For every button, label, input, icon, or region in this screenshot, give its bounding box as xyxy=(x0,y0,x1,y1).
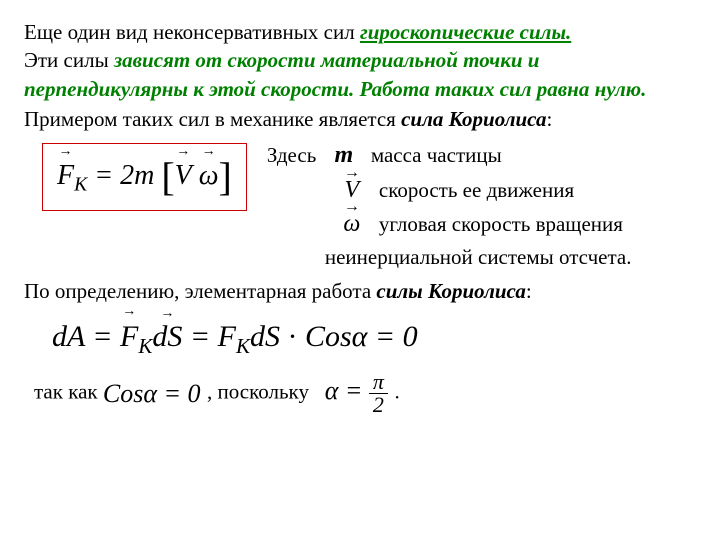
sym-F: F xyxy=(57,160,74,191)
defs-frame: неинерциальной системы отсчета. xyxy=(325,243,632,271)
eq-F2-sub: K xyxy=(236,334,250,358)
intro-line-1: Еще один вид неконсервативных сил гироск… xyxy=(24,18,696,46)
final-since: так как xyxy=(34,379,98,403)
final-cos: Cos xyxy=(103,379,143,408)
intro-3-bold: сила Кориолиса xyxy=(401,107,546,131)
eq-zero: 0 xyxy=(403,320,418,353)
sym-omega: ω xyxy=(199,160,219,191)
eq-dS2: dS xyxy=(250,320,280,353)
defs-V-desc: скорость ее движения xyxy=(379,176,574,204)
definitions: Здесь m масса частицы →V скорость ее дви… xyxy=(267,137,632,271)
work-prefix: По определению, элементарная работа xyxy=(24,279,376,303)
work-suffix: : xyxy=(526,279,532,303)
intro-line-3: Примером таких сил в механике является с… xyxy=(24,105,696,133)
work-intro: По определению, элементарная работа силы… xyxy=(24,277,696,305)
final-two: 2 xyxy=(369,394,388,416)
eq-F2: F xyxy=(218,320,236,353)
sym-F-sub: K xyxy=(74,175,87,196)
eq-dS-S: S xyxy=(167,320,182,353)
final-pi: π xyxy=(369,371,388,394)
sym-m: m xyxy=(134,160,154,191)
final-line: так как Cosα = 0 , поскольку α = π2 . xyxy=(34,371,696,416)
intro-1-plain: Еще один вид неконсервативных сил xyxy=(24,20,360,44)
work-formula: dA = →FK→dS = FKdS · Cosα = 0 xyxy=(52,317,696,360)
bracket-close: ] xyxy=(219,154,232,199)
eq-dA: dA xyxy=(52,320,85,353)
intro-3-prefix: Примером таких сил в механике является xyxy=(24,107,401,131)
final-alpha: α xyxy=(143,379,157,408)
bracket-open: [ xyxy=(161,154,174,199)
defs-here: Здесь xyxy=(267,141,316,169)
intro-line-2: Эти силы зависят от скорости материально… xyxy=(24,46,696,103)
final-because: , поскольку xyxy=(207,379,309,403)
intro-3-suffix: : xyxy=(546,107,552,131)
eq-F: F xyxy=(120,320,138,353)
final-alpha2: α xyxy=(325,376,339,405)
coriolis-force-formula: →FK = 2m [→V →ω] xyxy=(42,143,247,211)
defs-m-desc: масса частицы xyxy=(371,141,502,169)
eq-cos: Cos xyxy=(305,320,352,353)
final-dot: . xyxy=(394,379,399,403)
intro-2-green: зависят от скорости материальной точки и… xyxy=(24,48,646,100)
intro-1-term: гироскопические силы. xyxy=(360,20,571,44)
eq-F-sub: K xyxy=(138,334,152,358)
sym-V: V xyxy=(175,160,192,191)
eq-alpha: α xyxy=(352,320,368,353)
eq-part: = 2 xyxy=(94,160,134,191)
formula-row: →FK = 2m [→V →ω] Здесь m масса частицы →… xyxy=(24,137,696,271)
defs-omega-desc: угловая скорость вращения xyxy=(379,210,623,238)
final-zero: 0 xyxy=(188,379,201,408)
slide-content: Еще один вид неконсервативных сил гироск… xyxy=(24,18,696,416)
work-bold: силы Кориолиса xyxy=(376,279,525,303)
intro-2-prefix: Эти силы xyxy=(24,48,114,72)
